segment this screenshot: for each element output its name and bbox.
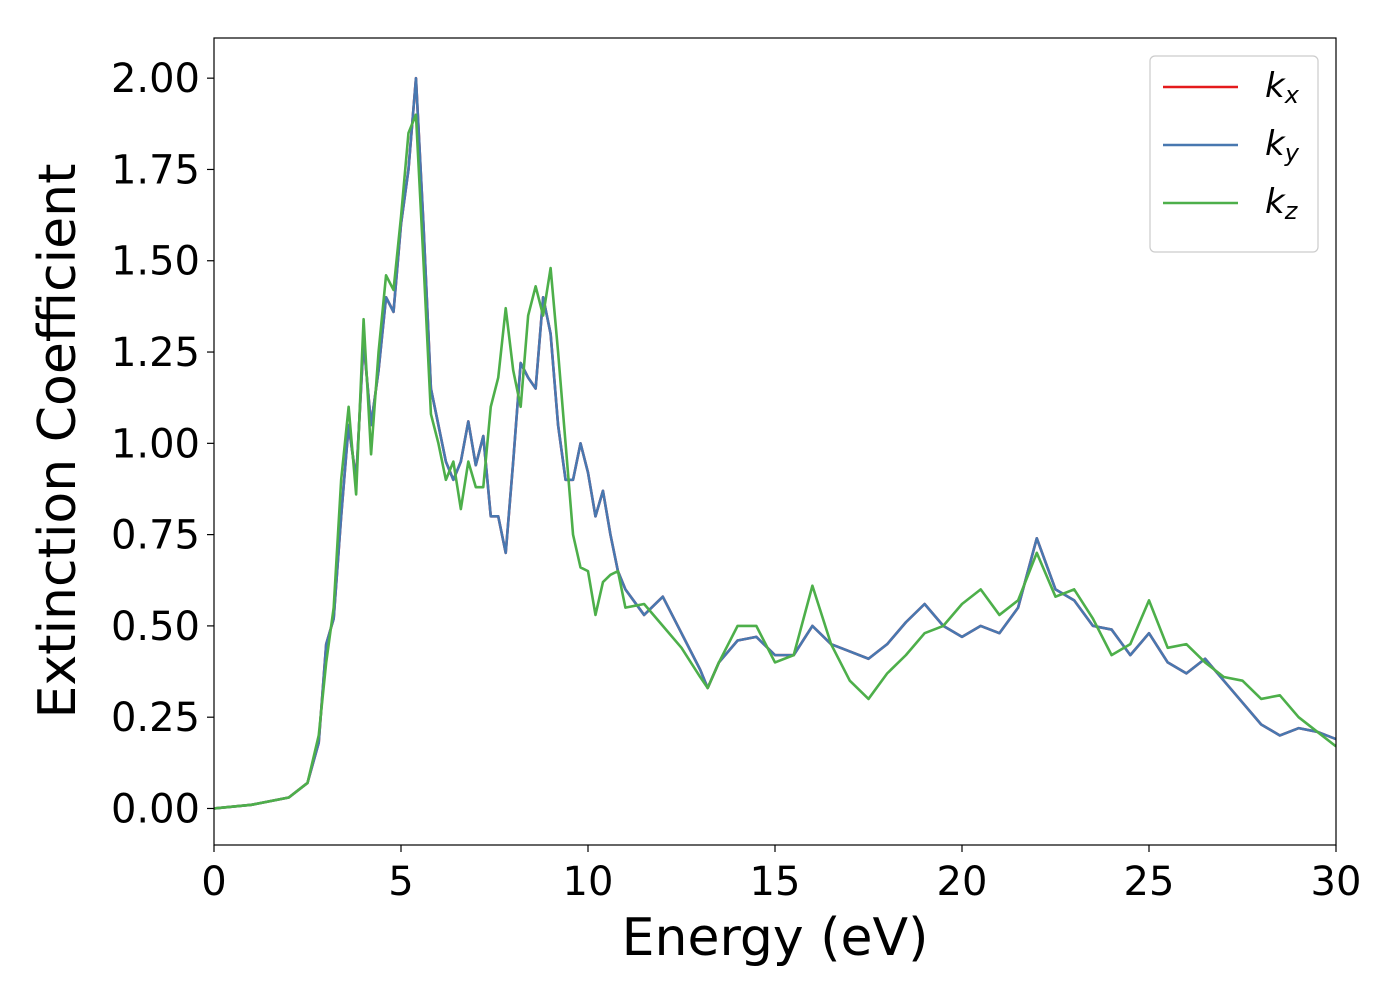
x-tick-label: 15 (750, 859, 801, 905)
x-axis-label: Energy (eV) (622, 908, 929, 968)
x-tick-label: 25 (1124, 859, 1175, 905)
x-tick-label: 30 (1311, 859, 1362, 905)
x-tick-label: 10 (563, 859, 614, 905)
y-tick-label: 0.75 (111, 513, 200, 559)
plot-frame (213, 37, 1337, 846)
x-tick-label: 5 (388, 859, 413, 905)
series-line (214, 76, 1336, 810)
legend-label: kz (1265, 182, 1299, 226)
x-tick-label: 20 (937, 859, 988, 905)
series-line (214, 113, 1336, 810)
legend-label: ky (1265, 124, 1300, 168)
y-tick-label: 1.00 (111, 421, 200, 467)
y-tick-label: 1.75 (111, 147, 200, 193)
y-tick-label: 0.00 (111, 786, 200, 832)
y-tick-label: 2.00 (111, 56, 200, 102)
y-axis-label: Extinction Coefficient (28, 164, 88, 719)
y-tick-label: 1.50 (111, 239, 200, 285)
y-tick-label: 0.50 (111, 604, 200, 650)
y-tick-label: 1.25 (111, 330, 200, 376)
x-tick-label: 0 (201, 859, 226, 905)
y-tick-label: 0.25 (111, 695, 200, 741)
legend-label: kx (1265, 66, 1300, 110)
